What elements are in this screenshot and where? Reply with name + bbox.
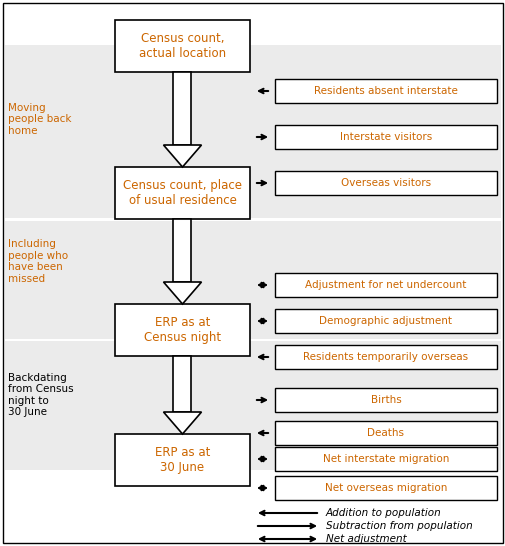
Bar bbox=[173, 219, 191, 282]
Text: Including
people who
have been
missed: Including people who have been missed bbox=[8, 239, 68, 284]
Bar bbox=[274, 421, 496, 445]
Text: Moving
people back
home: Moving people back home bbox=[8, 103, 71, 136]
Text: Net adjustment: Net adjustment bbox=[325, 534, 406, 544]
Text: Addition to population: Addition to population bbox=[325, 508, 441, 518]
Bar bbox=[173, 356, 191, 412]
Bar bbox=[274, 476, 496, 500]
Text: Demographic adjustment: Demographic adjustment bbox=[319, 316, 451, 326]
Bar bbox=[5, 221, 500, 339]
Bar bbox=[115, 434, 249, 486]
Polygon shape bbox=[163, 412, 201, 434]
Bar bbox=[274, 273, 496, 297]
Bar bbox=[115, 20, 249, 72]
Text: Census count, place
of usual residence: Census count, place of usual residence bbox=[123, 179, 241, 207]
Text: Interstate visitors: Interstate visitors bbox=[339, 132, 431, 142]
Text: Census count,
actual location: Census count, actual location bbox=[139, 32, 226, 60]
Text: Residents temporarily overseas: Residents temporarily overseas bbox=[303, 352, 468, 362]
Polygon shape bbox=[163, 282, 201, 304]
Text: Deaths: Deaths bbox=[367, 428, 403, 438]
Bar bbox=[274, 388, 496, 412]
Bar bbox=[115, 304, 249, 356]
Bar bbox=[274, 79, 496, 103]
Bar bbox=[115, 167, 249, 219]
Text: Adjustment for net undercount: Adjustment for net undercount bbox=[305, 280, 466, 290]
Bar bbox=[274, 345, 496, 369]
Bar bbox=[5, 45, 500, 218]
Text: Residents absent interstate: Residents absent interstate bbox=[314, 86, 457, 96]
Bar bbox=[173, 72, 191, 145]
Bar bbox=[274, 447, 496, 471]
Text: Subtraction from population: Subtraction from population bbox=[325, 521, 472, 531]
Text: Births: Births bbox=[370, 395, 400, 405]
Text: Net overseas migration: Net overseas migration bbox=[324, 483, 446, 493]
Text: ERP as at
Census night: ERP as at Census night bbox=[143, 316, 221, 344]
Bar bbox=[274, 125, 496, 149]
Bar bbox=[274, 309, 496, 333]
Text: Overseas visitors: Overseas visitors bbox=[340, 178, 430, 188]
Text: ERP as at
30 June: ERP as at 30 June bbox=[155, 446, 210, 474]
Text: Net interstate migration: Net interstate migration bbox=[322, 454, 448, 464]
Bar bbox=[5, 341, 500, 470]
Bar bbox=[274, 171, 496, 195]
Text: Backdating
from Census
night to
30 June: Backdating from Census night to 30 June bbox=[8, 372, 74, 417]
Polygon shape bbox=[163, 145, 201, 167]
